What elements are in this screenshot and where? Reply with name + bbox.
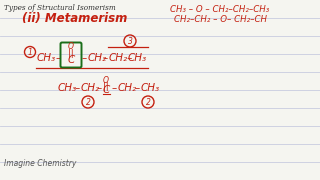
Text: CH₂–: CH₂– — [109, 53, 133, 63]
Text: C: C — [103, 85, 110, 95]
Text: Imagine Chemistry: Imagine Chemistry — [4, 159, 76, 168]
Text: –: – — [135, 83, 140, 93]
Text: CH₃: CH₃ — [37, 53, 56, 63]
Text: ||: || — [103, 82, 109, 91]
Text: CH₂: CH₂ — [118, 83, 137, 93]
Text: 3: 3 — [128, 37, 132, 46]
Text: –: – — [75, 83, 80, 93]
Text: 2: 2 — [85, 98, 91, 107]
Text: C: C — [68, 55, 75, 65]
Text: CH₂: CH₂ — [88, 53, 107, 63]
Text: –: – — [97, 83, 102, 93]
Text: –: – — [112, 83, 117, 93]
Text: CH₃: CH₃ — [128, 53, 147, 63]
Text: CH₃: CH₃ — [141, 83, 160, 93]
Text: 2: 2 — [146, 98, 150, 107]
Text: –: – — [56, 53, 61, 63]
Text: Types of Structural Isomerism: Types of Structural Isomerism — [4, 4, 116, 12]
Text: O: O — [68, 42, 74, 51]
Text: O: O — [103, 75, 109, 84]
Text: CH₃ – O – CH₂–CH₂–CH₃: CH₃ – O – CH₂–CH₂–CH₃ — [170, 5, 269, 14]
Text: (ii) Metamerism: (ii) Metamerism — [22, 12, 127, 25]
Text: 1: 1 — [28, 48, 32, 57]
Text: CH₂: CH₂ — [81, 83, 100, 93]
Text: CH₃: CH₃ — [58, 83, 77, 93]
Text: –: – — [82, 53, 87, 63]
Text: CH₂–CH₂ – O– CH₂–CH: CH₂–CH₂ – O– CH₂–CH — [174, 15, 267, 24]
Text: ||: || — [68, 48, 74, 57]
Text: –: – — [103, 53, 108, 63]
